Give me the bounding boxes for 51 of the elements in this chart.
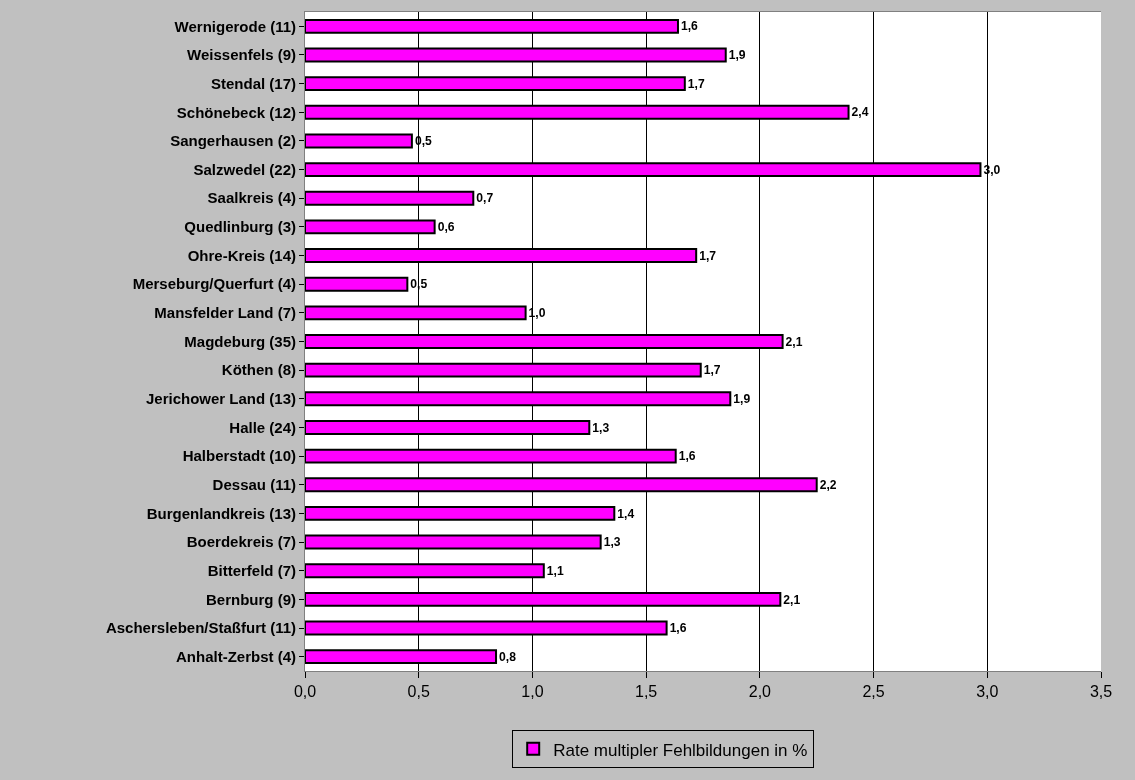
y-tick-label: Weissenfels (9) <box>187 46 296 64</box>
y-tick-label: Halberstadt (10) <box>182 447 296 465</box>
data-label: 1,6 <box>669 621 687 636</box>
x-tick-label: 1,5 <box>635 683 658 701</box>
y-tick-label: Halle (24) <box>229 418 296 436</box>
y-tick-label: Sangerhausen (2) <box>170 132 296 150</box>
y-tick-label: Quedlinburg (3) <box>184 218 296 236</box>
data-label: 1,7 <box>699 248 717 263</box>
data-label: 1,6 <box>680 19 699 34</box>
y-tick-label: Dessau (11) <box>212 476 296 494</box>
x-tick-label: 3,0 <box>976 683 999 701</box>
x-tick-label: 0,5 <box>407 683 430 701</box>
data-label: 1,3 <box>603 535 621 550</box>
data-label: 1,6 <box>678 449 696 464</box>
data-label: 2,1 <box>783 592 801 607</box>
data-label: 2,2 <box>819 477 837 492</box>
data-label: 2,4 <box>851 105 869 120</box>
y-tick-label: Merseburg/Querfurt (4) <box>132 275 296 293</box>
y-tick-label: Schönebeck (12) <box>176 103 296 121</box>
data-label: 1,9 <box>728 48 746 63</box>
data-label: 0,8 <box>499 649 517 664</box>
x-tick-label: 2,5 <box>862 683 885 701</box>
data-label: 1,3 <box>592 420 610 435</box>
data-label: 1,7 <box>703 363 721 378</box>
data-label: 0,6 <box>437 220 455 235</box>
data-label: 1,9 <box>733 391 751 406</box>
x-tick-label: 3,5 <box>1089 683 1113 701</box>
y-tick-label: Mansfelder Land (7) <box>154 304 296 322</box>
y-tick-label: Köthen (8) <box>221 361 296 379</box>
y-tick-label: Wernigerode (11) <box>174 17 296 35</box>
data-label: 1,1 <box>546 563 564 578</box>
y-tick-label: Stendal (17) <box>210 74 296 92</box>
y-tick-label: Bitterfeld (7) <box>207 561 296 579</box>
x-tick-label: 0,0 <box>293 683 317 701</box>
data-label: 1,7 <box>687 76 705 91</box>
y-tick-label: Aschersleben/Staßfurt (11) <box>105 619 296 637</box>
legend-label: Rate multipler Fehlbildungen in % <box>553 740 808 760</box>
y-tick-label: Saalkreis (4) <box>207 189 296 207</box>
y-tick-label: Bernburg (9) <box>206 590 296 608</box>
y-tick-label: Magdeburg (35) <box>184 332 296 350</box>
x-tick-label: 2,0 <box>748 683 772 701</box>
y-tick-label: Salzwedel (22) <box>193 160 296 178</box>
y-tick-label: Burgenlandkreis (13) <box>146 504 296 522</box>
data-label: 2,1 <box>785 334 803 349</box>
y-tick-label: Jerichower Land (13) <box>145 390 296 408</box>
x-tick-label: 1,0 <box>521 683 544 701</box>
data-label: 1,4 <box>617 506 635 521</box>
y-tick-label: Ohre-Kreis (14) <box>187 246 296 264</box>
data-label: 0,7 <box>476 191 494 206</box>
y-tick-label: Anhalt-Zerbst (4) <box>176 647 296 665</box>
y-tick-label: Boerdekreis (7) <box>186 533 296 551</box>
